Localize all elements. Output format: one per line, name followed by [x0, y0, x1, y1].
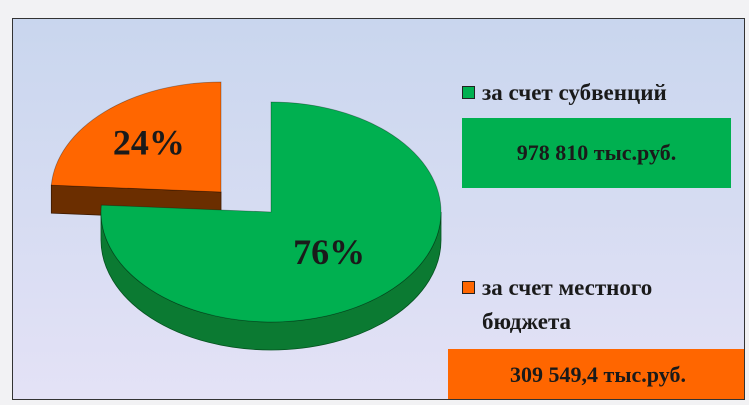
legend-label: за счет субвенций	[482, 80, 667, 105]
amount-label: 309 549,4 тыс.руб.	[510, 362, 686, 387]
data-label: 76%	[293, 232, 365, 272]
legend-entry: за счет субвенций	[462, 76, 744, 110]
pie-chart: 76% 24%	[50, 81, 442, 351]
legend-label: за счет местного бюджета	[482, 275, 653, 334]
legend-entry: за счет местного бюджета	[462, 271, 732, 339]
pie-slice	[100, 101, 442, 323]
data-label: 24%	[113, 122, 185, 162]
chart-area: 76% 24% за счет субвенций 978 810 тыс.руб…	[12, 18, 745, 400]
amount-box: 309 549,4 тыс.руб.	[448, 349, 744, 399]
amount-box: 978 810 тыс.руб.	[462, 118, 731, 188]
legend-swatch	[462, 86, 475, 99]
legend-swatch	[462, 281, 475, 294]
pie-slice	[50, 81, 222, 193]
amount-label: 978 810 тыс.руб.	[516, 140, 677, 165]
